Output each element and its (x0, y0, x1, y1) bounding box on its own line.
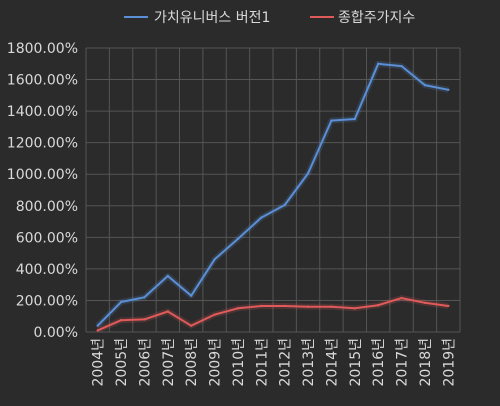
data-point (189, 324, 193, 327)
data-point (143, 296, 146, 299)
series-lines (95, 60, 450, 334)
data-point (400, 64, 403, 68)
x-tick-label: 2015년 (348, 338, 364, 387)
x-tick-label: 2007년 (161, 338, 177, 387)
data-point (423, 83, 427, 87)
x-axis-tick-labels: 2004년 2005년 2006년 2007년 2008년 2009년 2010년 2011년… (91, 338, 458, 387)
data-point (213, 258, 216, 261)
series-line-1 (97, 297, 449, 332)
y-tick-label: 800.00% (16, 199, 78, 215)
y-tick-label: 1600.00% (7, 73, 78, 89)
y-tick-label: 1800.00% (7, 41, 78, 57)
data-point (283, 203, 286, 207)
data-point (447, 304, 450, 308)
data-point (119, 318, 123, 322)
y-tick-label: 1400.00% (7, 104, 78, 120)
x-tick-label: 2014년 (324, 338, 340, 387)
data-point (260, 216, 263, 219)
data-point (96, 324, 99, 327)
x-tick-label: 2018년 (418, 338, 434, 387)
data-point (96, 329, 99, 332)
data-point (166, 274, 170, 278)
x-tick-label: 2017년 (395, 338, 411, 387)
series-line-0 (96, 62, 449, 327)
data-point (447, 88, 450, 92)
y-tick-label: 1200.00% (7, 136, 78, 152)
gridlines (85, 47, 461, 333)
data-point (189, 294, 193, 297)
data-point (236, 307, 240, 310)
y-tick-label: 400.00% (16, 262, 78, 278)
x-tick-label: 2013년 (301, 338, 317, 387)
legend-label: 종합주가지수 (338, 10, 415, 26)
data-point (353, 307, 357, 310)
data-point (376, 303, 380, 307)
x-tick-label: 2005년 (114, 338, 130, 387)
data-point (330, 305, 333, 308)
data-point (213, 313, 216, 316)
data-point (119, 300, 123, 304)
x-tick-label: 2006년 (137, 338, 153, 387)
y-axis-tick-labels: 0.00% 200.00% 400.00% 600.00% 800.00% 1000.00… (7, 41, 78, 341)
y-tick-label: 600.00% (16, 230, 78, 246)
data-point (260, 304, 263, 308)
x-tick-label: 2016년 (371, 338, 387, 387)
y-tick-label: 200.00% (16, 293, 78, 309)
data-point (330, 119, 333, 122)
data-point (306, 305, 310, 308)
x-tick-label: 2019년 (441, 338, 457, 387)
data-point (143, 318, 146, 321)
data-point (283, 304, 286, 308)
x-tick-label: 2009년 (208, 338, 224, 387)
data-point (236, 237, 240, 241)
x-tick-label: 2010년 (231, 338, 247, 387)
data-point (353, 117, 357, 121)
y-tick-label: 1000.00% (7, 167, 78, 183)
y-tick-label: 0.00% (34, 325, 78, 341)
data-point (400, 296, 403, 300)
x-tick-label: 2011년 (254, 338, 270, 387)
data-point (306, 172, 310, 175)
x-tick-label: 2008년 (184, 338, 200, 387)
x-tick-label: 2004년 (91, 338, 107, 387)
legend-label: 가치유니버스 버전1 (154, 10, 270, 26)
data-point (376, 62, 380, 65)
legend: 가치유니버스 버전1 종합주가지수 (124, 10, 415, 26)
x-tick-label: 2012년 (278, 338, 294, 387)
data-point (423, 301, 427, 305)
data-point (166, 310, 170, 313)
